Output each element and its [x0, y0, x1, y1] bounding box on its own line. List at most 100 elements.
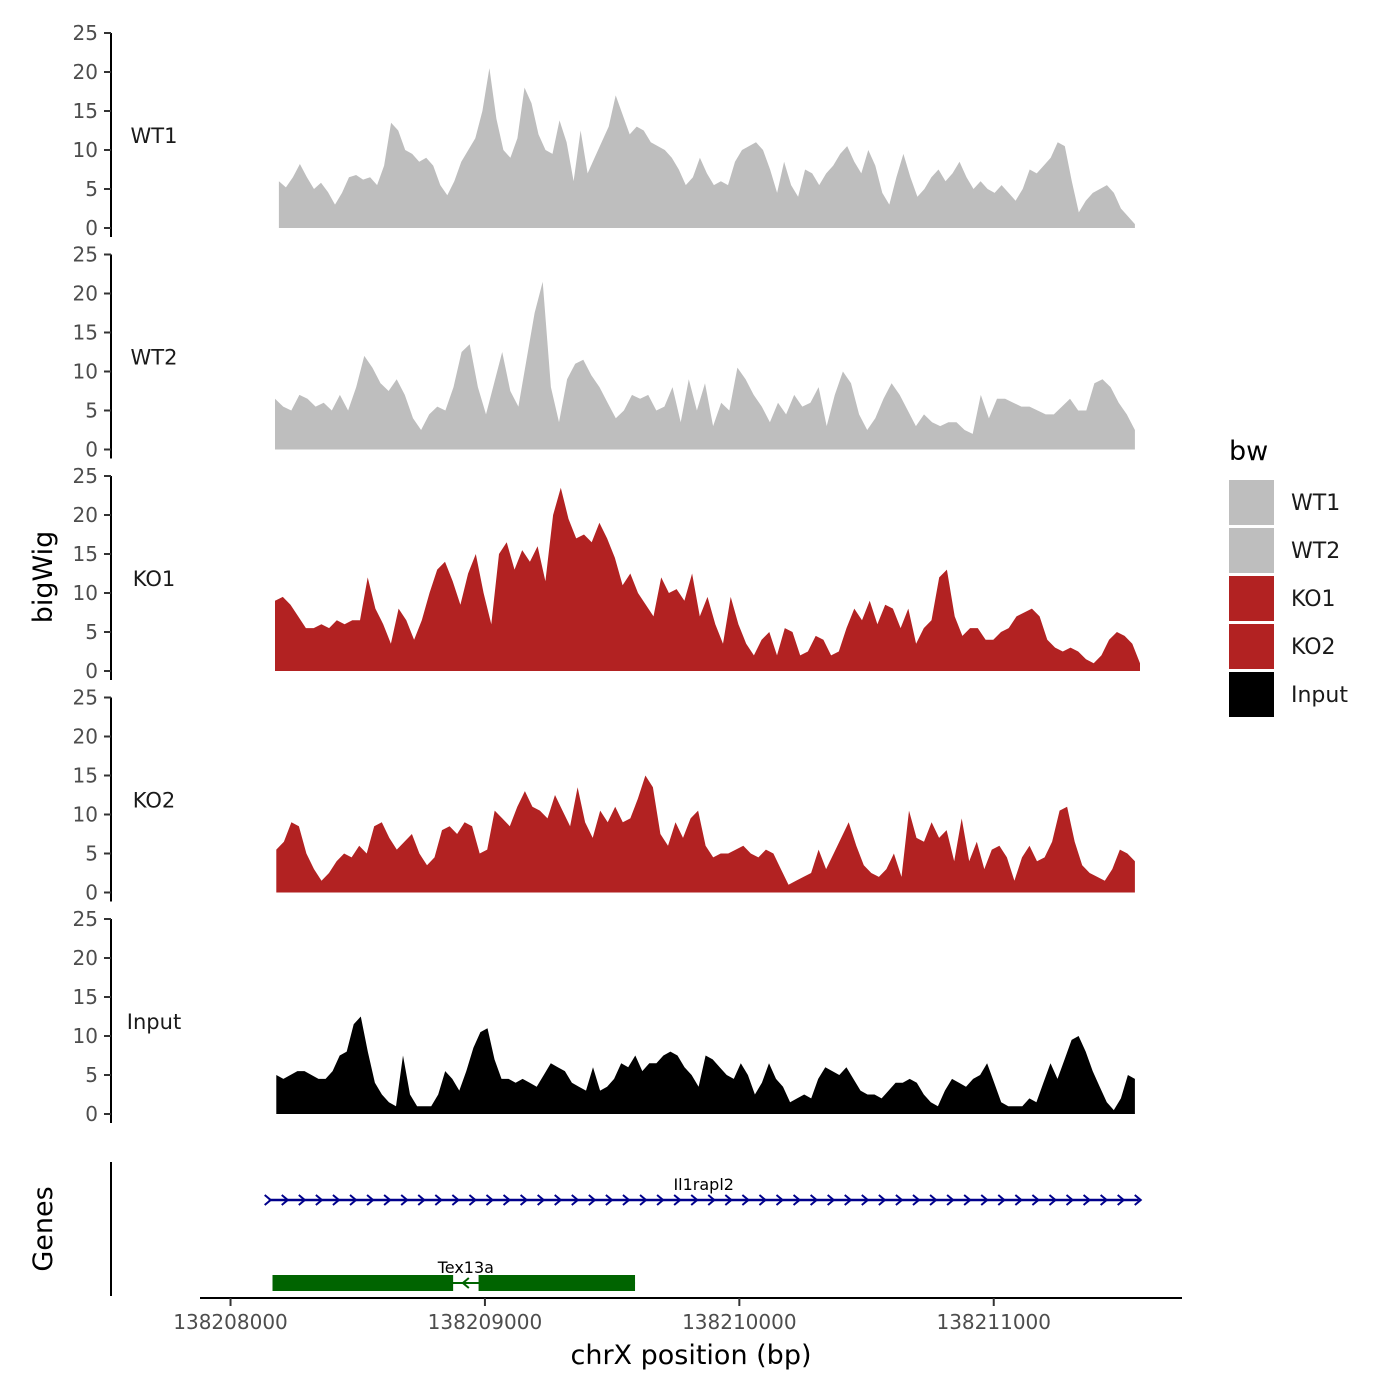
x-tick-label: 138208000	[173, 1310, 288, 1334]
gene-label: Tex13a	[437, 1258, 494, 1277]
y-tick-label: 5	[85, 399, 98, 423]
strand-arrow	[741, 1194, 750, 1206]
y-tick-label: 15	[73, 985, 98, 1009]
strand-arrow	[451, 1194, 460, 1206]
y-tick-label: 5	[85, 1063, 98, 1087]
area-wt1	[278, 68, 1135, 228]
strand-arrow	[980, 1194, 989, 1206]
strand-arrow	[571, 1194, 580, 1206]
strand-arrow	[724, 1194, 733, 1206]
y-tick-label: 5	[85, 842, 98, 866]
track-ko1: 0 5 10 15 20 25 KO1	[73, 464, 1140, 683]
area-wt2	[275, 281, 1135, 450]
strand-arrow	[1014, 1194, 1023, 1206]
genes-layer: Il1rapl2 Tex13a	[110, 1162, 1143, 1296]
strand-arrow	[1065, 1194, 1075, 1206]
strand-arrow	[758, 1194, 767, 1206]
strand-arrow	[861, 1194, 870, 1206]
legend-swatch	[1229, 480, 1274, 525]
strand-arrow	[554, 1194, 563, 1206]
legend-entry-wt2: WT2	[1229, 528, 1340, 573]
legend-label: KO2	[1291, 635, 1336, 660]
strand-arrow	[997, 1194, 1006, 1206]
legend-swatch	[1229, 624, 1274, 669]
strand-arrow	[502, 1194, 512, 1206]
y-tick-label: 15	[73, 764, 98, 788]
y-tick-label: 5	[85, 620, 98, 644]
strand-arrow	[588, 1194, 597, 1206]
strand-arrow	[349, 1194, 358, 1206]
legend-entry-input: Input	[1229, 672, 1348, 717]
y-tick-label: 20	[73, 725, 98, 749]
strand-arrow	[383, 1194, 392, 1206]
strand-arrow	[1031, 1194, 1040, 1206]
y-tick-label: 15	[73, 321, 98, 345]
strand-arrow	[963, 1194, 972, 1206]
strand-arrow	[468, 1194, 477, 1206]
y-tick-label: 25	[73, 21, 98, 45]
y-tick-label: 25	[73, 907, 98, 931]
strand-arrow	[366, 1194, 375, 1206]
legend-swatch	[1229, 528, 1274, 573]
strand-arrow	[519, 1194, 529, 1206]
strand-arrow	[827, 1194, 836, 1206]
tracks-layer: 0510152025WT10510152025WT20510152025KO10…	[73, 21, 1140, 1126]
strand-arrow	[792, 1194, 802, 1206]
strand-arrow	[878, 1194, 887, 1206]
legend-swatch	[1229, 672, 1274, 717]
y-tick-label: 25	[73, 686, 98, 710]
strand-arrow	[946, 1194, 955, 1206]
strand-arrow	[1082, 1194, 1092, 1206]
legend-label: WT1	[1291, 491, 1340, 516]
track-input: 0 5 10 15 20 25 Input	[73, 907, 1135, 1126]
y-tick-label: 10	[73, 581, 98, 605]
track-label: KO1	[133, 567, 176, 591]
track-label: WT1	[131, 124, 178, 148]
gene-label: Il1rapl2	[673, 1175, 734, 1194]
y-axis-title: bigWig	[28, 531, 59, 624]
track-ko2: 0 5 10 15 20 25 KO2	[73, 686, 1135, 905]
area-ko1	[275, 487, 1140, 671]
strand-arrow	[605, 1194, 614, 1206]
strand-arrow	[1134, 1194, 1143, 1206]
strand-arrow	[281, 1194, 290, 1206]
legend-entry-ko1: KO1	[1229, 576, 1336, 621]
legend-entry-wt1: WT1	[1229, 480, 1340, 525]
y-tick-label: 0	[85, 216, 98, 240]
x-tick-label: 138210000	[682, 1310, 797, 1334]
area-ko2	[276, 775, 1135, 893]
strand-arrow	[461, 1277, 470, 1289]
y-tick-label: 15	[73, 99, 98, 123]
y-tick-label: 10	[73, 1024, 98, 1048]
y-tick-label: 10	[73, 803, 98, 827]
y-tick-label: 10	[73, 138, 98, 162]
strand-arrow	[673, 1194, 682, 1206]
legend-label: Input	[1291, 683, 1348, 708]
y-tick-label: 15	[73, 542, 98, 566]
strand-arrow	[622, 1194, 631, 1206]
y-tick-label: 0	[85, 881, 98, 905]
strand-arrow	[485, 1194, 495, 1206]
strand-arrow	[895, 1194, 904, 1206]
gene-tex13a: Tex13a	[272, 1258, 636, 1291]
track-label: Input	[127, 1010, 181, 1034]
strand-arrow	[775, 1194, 785, 1206]
strand-arrow	[707, 1194, 716, 1206]
strand-arrow	[690, 1194, 699, 1206]
strand-arrow	[639, 1194, 648, 1206]
track-wt1: 0 5 10 15 20 25 WT1	[73, 21, 1135, 240]
strand-arrow	[332, 1194, 341, 1206]
area-input	[276, 1016, 1135, 1114]
x-axis: 138208000 138209000 138210000 138211000	[173, 1297, 1182, 1334]
strand-arrow	[537, 1194, 546, 1206]
track-label: KO2	[133, 789, 176, 813]
y-tick-label: 10	[73, 360, 98, 384]
strand-arrow	[315, 1194, 324, 1206]
strand-arrow	[434, 1194, 443, 1206]
strand-arrow	[929, 1194, 938, 1206]
legend: bw WT1 WT2 KO1 KO2 Input	[1229, 436, 1348, 717]
gene-exon	[272, 1275, 454, 1291]
strand-arrow	[400, 1194, 409, 1206]
y-tick-label: 20	[73, 503, 98, 527]
